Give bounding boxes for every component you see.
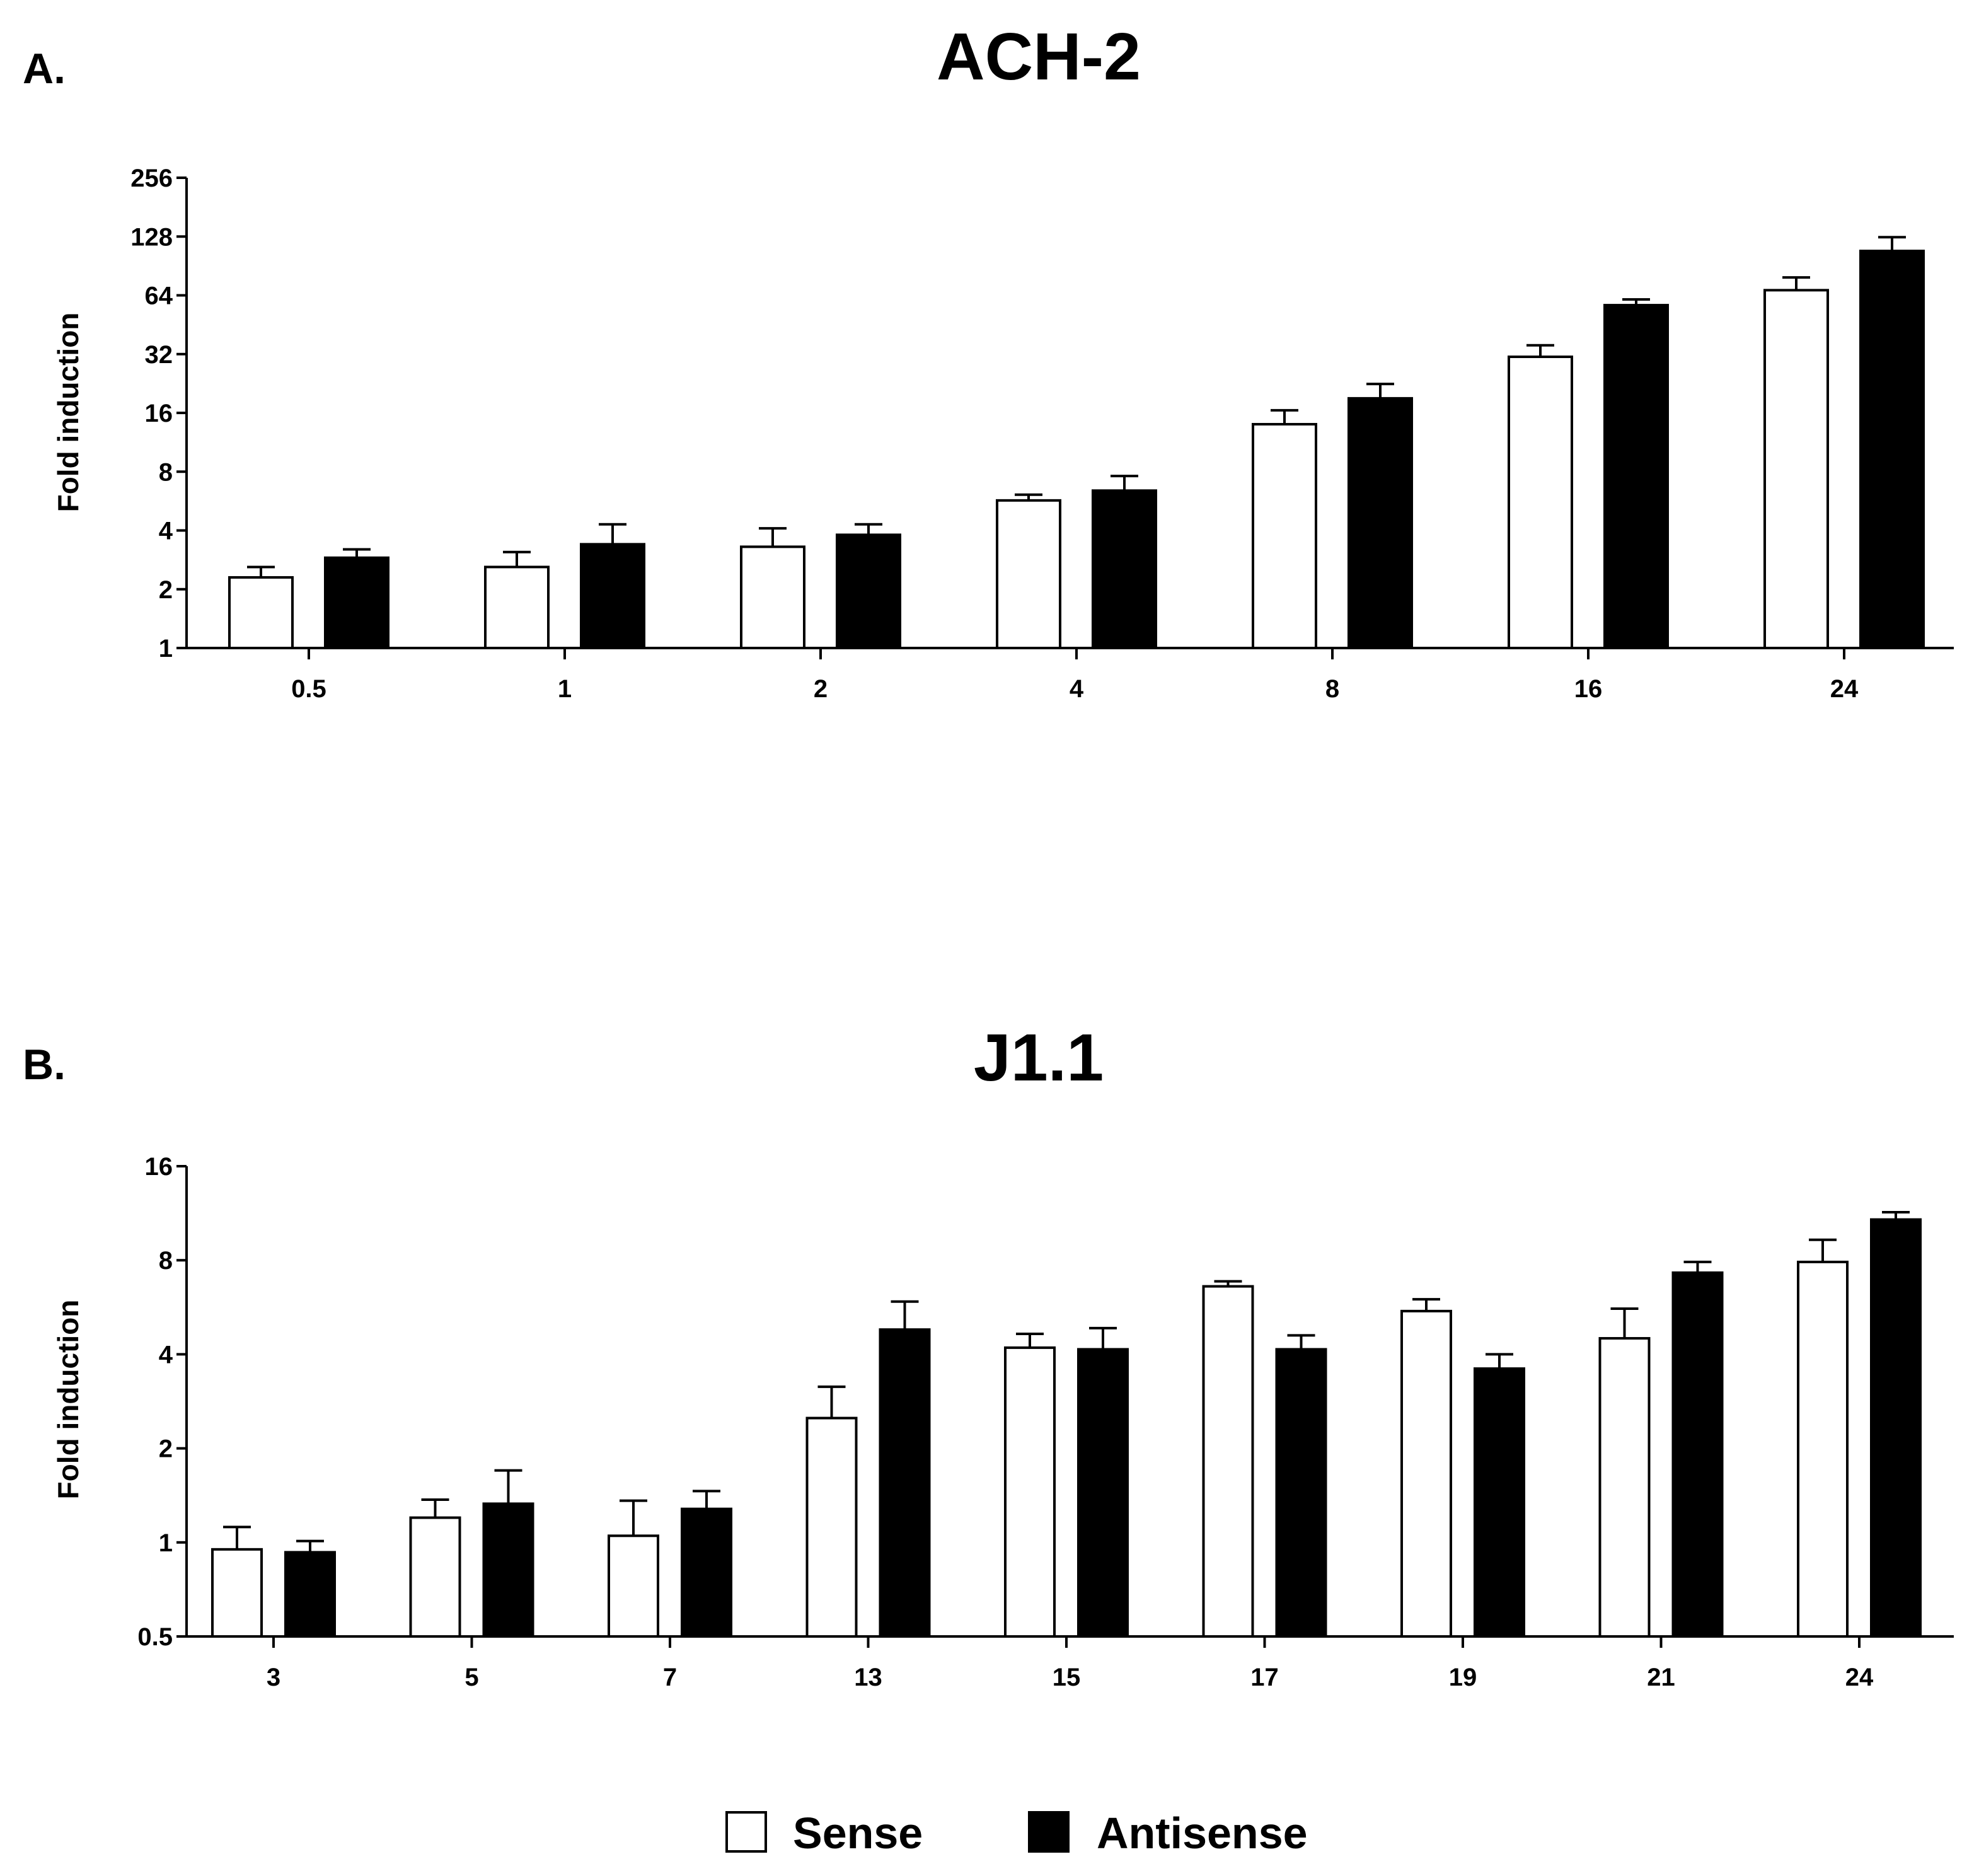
panel-a-bar-sense xyxy=(228,576,294,649)
panel-b-bar-sense xyxy=(1202,1285,1254,1638)
panel-b-bar-sense xyxy=(211,1548,263,1638)
panel-a-bar-sense xyxy=(1508,356,1573,649)
panel-b-bar-antisense xyxy=(1275,1348,1327,1638)
panel-b-x-tick-label: 13 xyxy=(854,1664,882,1691)
panel-a-x-tick-label: 1 xyxy=(558,675,572,703)
legend: Sense Antisense xyxy=(725,1809,1308,1858)
panel-b-y-tick-label: 1 xyxy=(159,1529,173,1557)
panel-a-bar-antisense xyxy=(1092,489,1157,649)
panel-b-y-tick-label: 2 xyxy=(159,1435,173,1463)
panel-a-y-tick-label: 256 xyxy=(130,165,173,192)
panel-a-bar-antisense xyxy=(1859,250,1925,649)
panel-a-title: ACH-2 xyxy=(937,20,1141,94)
panel-a-bar-sense xyxy=(484,565,550,649)
panel-b-bar-sense xyxy=(1004,1346,1056,1638)
panel-b-x-tick-label: 24 xyxy=(1845,1664,1874,1691)
panel-a-x-tick-label: 16 xyxy=(1574,675,1603,703)
panel-a-x-tick-label: 24 xyxy=(1830,675,1859,703)
legend-label-sense: Sense xyxy=(793,1809,923,1858)
panel-a-y-tick-label: 4 xyxy=(159,518,173,545)
panel-b-x-tick-label: 7 xyxy=(663,1664,677,1691)
panel-a-y-tick-label: 64 xyxy=(145,282,173,310)
panel-a-bar-antisense xyxy=(324,556,390,649)
panel-b-bar-sense xyxy=(805,1416,858,1638)
panel-b-bar-antisense xyxy=(879,1328,931,1638)
legend-swatch-sense xyxy=(725,1811,767,1853)
panel-b-y-tick-label: 0.5 xyxy=(137,1623,173,1651)
panel-b-y-tick-label: 8 xyxy=(159,1247,173,1275)
panel-b-x-tick-label: 17 xyxy=(1250,1664,1279,1691)
panel-a-y-tick-label: 16 xyxy=(145,400,173,427)
panel-a-y-tick-label: 2 xyxy=(159,576,173,604)
panel-b-x-tick-label: 21 xyxy=(1647,1664,1675,1691)
panel-b-bar-antisense xyxy=(1077,1348,1129,1638)
panel-a-x-tick-label: 8 xyxy=(1325,675,1339,703)
panel-b-bar-sense xyxy=(1400,1309,1452,1638)
panel-b-bar-sense xyxy=(608,1534,659,1638)
panel-a-bar-sense xyxy=(1252,422,1317,650)
panel-b-y-axis-title: Fold induction xyxy=(52,1300,84,1500)
panel-a-x-tick-label: 0.5 xyxy=(291,675,326,703)
panel-a-bar-antisense xyxy=(836,533,901,650)
panel-b-bar-antisense xyxy=(681,1507,732,1638)
panel-b-bar-antisense xyxy=(1474,1367,1525,1638)
panel-a-y-axis-title: Fold induction xyxy=(52,313,84,512)
legend-label-antisense: Antisense xyxy=(1097,1809,1308,1858)
panel-a-x-tick-label: 2 xyxy=(814,675,828,703)
panel-a-y-tick-label: 32 xyxy=(145,341,173,369)
panel-b-y-tick-label: 4 xyxy=(159,1341,173,1369)
panel-b-bar-antisense xyxy=(1870,1218,1922,1638)
panel-a-y-tick-label: 128 xyxy=(130,223,173,251)
panel-a-bar-sense xyxy=(740,545,805,650)
panel-a-bar-antisense xyxy=(580,543,645,649)
panel-b-letter: B. xyxy=(23,1041,66,1089)
panel-a-bar-sense xyxy=(1763,289,1829,649)
panel-b-x-tick-label: 3 xyxy=(267,1664,280,1691)
panel-b-bar-sense xyxy=(409,1516,461,1638)
panel-a-bar-sense xyxy=(996,499,1061,649)
panel-b-x-tick-label: 15 xyxy=(1053,1664,1081,1691)
panel-b-bar-sense xyxy=(1598,1337,1651,1638)
panel-b-bar-sense xyxy=(1797,1260,1849,1638)
panel-b-x-tick-label: 5 xyxy=(465,1664,478,1691)
panel-a-letter: A. xyxy=(23,45,66,93)
panel-b-y-tick-label: 16 xyxy=(145,1153,173,1181)
legend-swatch-antisense xyxy=(1028,1811,1070,1853)
panel-a-y-tick-label: 8 xyxy=(159,458,173,486)
panel-b-title: J1.1 xyxy=(974,1021,1104,1095)
panel-a-y-tick-label: 1 xyxy=(159,635,173,663)
panel-b-bar-antisense xyxy=(1671,1271,1724,1638)
panel-a-x-tick-label: 4 xyxy=(1070,675,1084,703)
panel-a-bar-antisense xyxy=(1603,304,1669,649)
panel-b-bar-antisense xyxy=(284,1551,336,1638)
panel-a-bar-antisense xyxy=(1347,397,1413,649)
panel-b-bar-antisense xyxy=(482,1502,534,1638)
panel-b-x-tick-label: 19 xyxy=(1449,1664,1477,1691)
